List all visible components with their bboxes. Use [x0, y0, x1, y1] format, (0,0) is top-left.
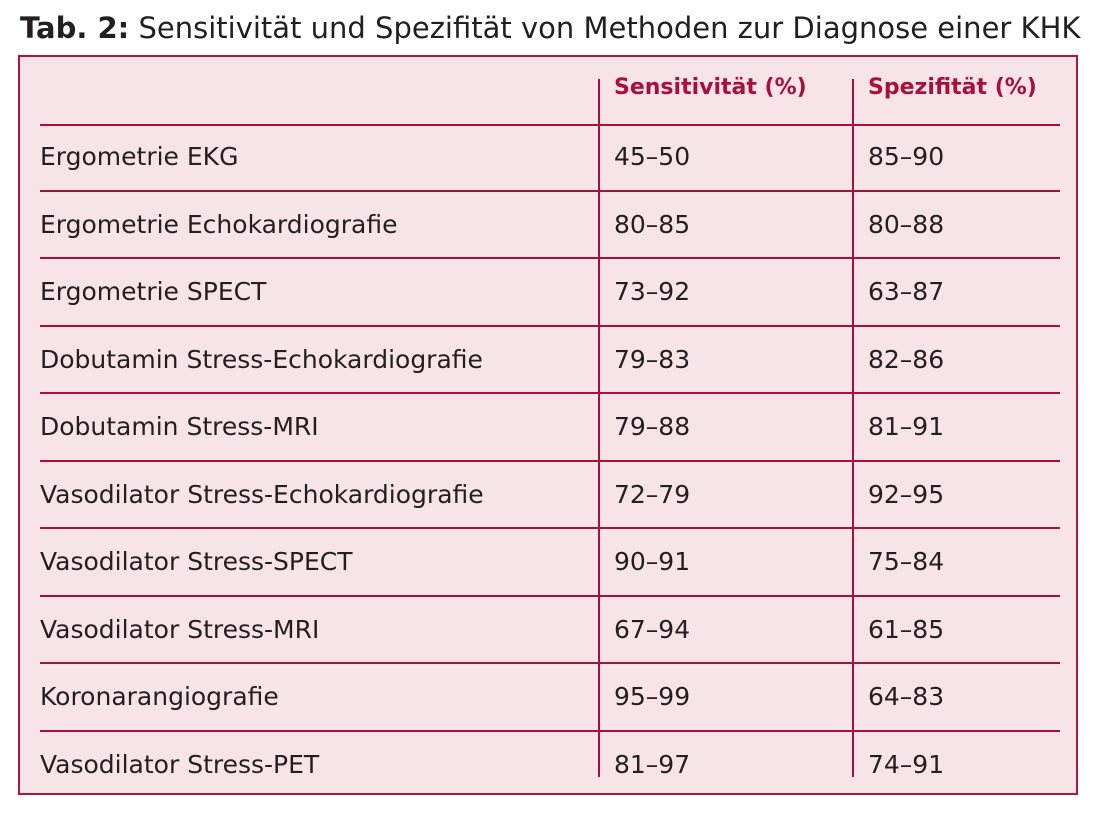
sensitivity-cell: 95–99 — [614, 682, 691, 711]
caption-text: Sensitivität und Spezifität von Methoden… — [129, 11, 1081, 45]
specificity-cell: 85–90 — [868, 142, 945, 171]
method-cell: Dobutamin Stress-Echokardiografie — [40, 344, 483, 374]
method-cell: Vasodilator Stress-PET — [40, 749, 320, 779]
specificity-cell: 81–91 — [868, 412, 945, 441]
data-table: Sensitivität (%) Spezifität (%) Ergometr… — [18, 55, 1078, 795]
method-cell: Dobutamin Stress-MRI — [40, 412, 319, 441]
sensitivity-cell: 79–88 — [614, 412, 691, 441]
specificity-cell: 75–84 — [868, 547, 945, 576]
table-row: Vasodilator Stress-PET 81–97 74–91 — [40, 732, 1060, 798]
sensitivity-cell: 80–85 — [614, 209, 691, 239]
method-cell: Ergometrie SPECT — [40, 277, 267, 306]
method-cell: Ergometrie EKG — [40, 142, 239, 171]
specificity-cell: 74–91 — [868, 749, 945, 779]
method-cell: Vasodilator Stress-MRI — [40, 614, 320, 644]
table-row: Vasodilator Stress-SPECT 90–91 75–84 — [40, 529, 1060, 597]
sensitivity-cell: 81–97 — [614, 749, 691, 779]
method-cell: Ergometrie Echokardiografie — [40, 209, 398, 239]
table-row: Dobutamin Stress-Echokardiografie 79–83 … — [40, 327, 1060, 394]
method-cell: Koronarangiografie — [40, 682, 279, 711]
sensitivity-cell: 45–50 — [614, 142, 691, 171]
table-row: Ergometrie EKG 45–50 85–90 — [40, 124, 1060, 192]
table-row: Vasodilator Stress-Echokardiografie 72–7… — [40, 462, 1060, 529]
sensitivity-cell: 72–79 — [614, 479, 691, 509]
caption-label: Tab. 2: — [20, 11, 130, 45]
method-cell: Vasodilator Stress-Echokardiografie — [40, 479, 484, 509]
table-row: Koronarangiografie 95–99 64–83 — [40, 664, 1060, 732]
sensitivity-cell: 90–91 — [614, 547, 691, 576]
sensitivity-cell: 67–94 — [614, 614, 691, 644]
table-row: Vasodilator Stress-MRI 67–94 61–85 — [40, 597, 1060, 664]
column-divider — [598, 79, 600, 777]
table-body: Ergometrie EKG 45–50 85–90 Ergometrie Ec… — [40, 124, 1060, 797]
method-cell: Vasodilator Stress-SPECT — [40, 547, 353, 576]
table-header-row: Sensitivität (%) Spezifität (%) — [40, 57, 1060, 126]
specificity-cell: 80–88 — [868, 209, 945, 239]
table-row: Ergometrie SPECT 73–92 63–87 — [40, 259, 1060, 327]
sensitivity-cell: 73–92 — [614, 277, 691, 306]
header-specificity: Spezifität (%) — [868, 75, 1037, 100]
specificity-cell: 82–86 — [868, 344, 945, 374]
column-divider — [852, 79, 854, 777]
specificity-cell: 63–87 — [868, 277, 945, 306]
specificity-cell: 61–85 — [868, 614, 945, 644]
specificity-cell: 64–83 — [868, 682, 945, 711]
table-caption: Tab. 2: Sensitivität und Spezifität von … — [20, 10, 1080, 46]
table-row: Ergometrie Echokardiografie 80–85 80–88 — [40, 192, 1060, 259]
table-row: Dobutamin Stress-MRI 79–88 81–91 — [40, 394, 1060, 462]
specificity-cell: 92–95 — [868, 479, 945, 509]
header-sensitivity: Sensitivität (%) — [614, 75, 807, 100]
sensitivity-cell: 79–83 — [614, 344, 691, 374]
